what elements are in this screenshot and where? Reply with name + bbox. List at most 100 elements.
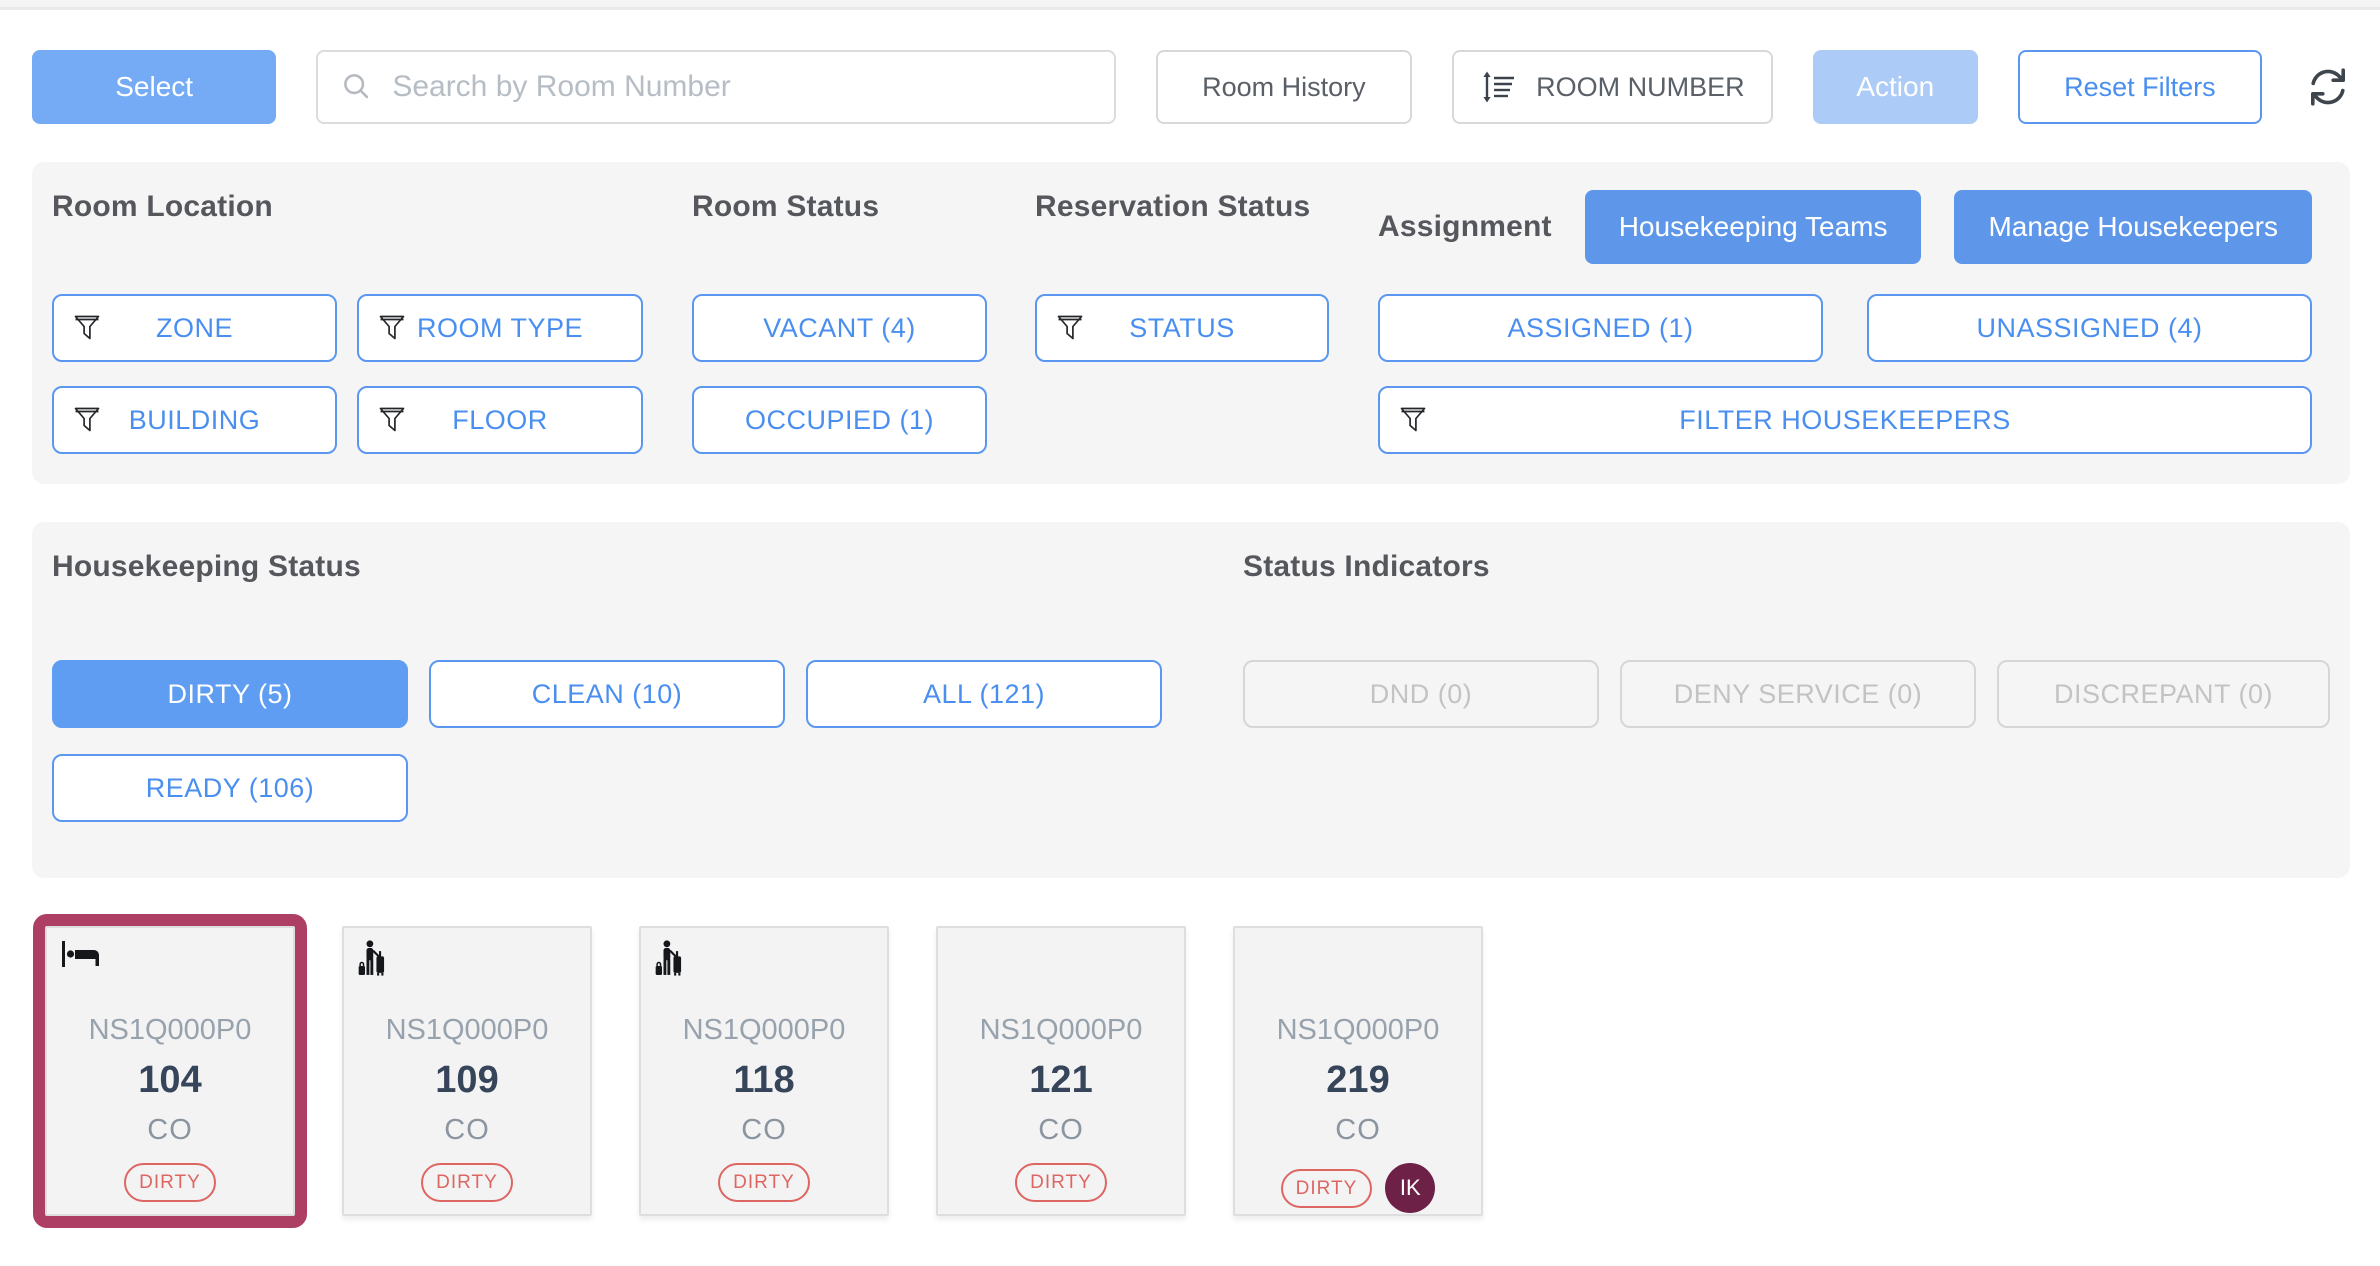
all-filter-button[interactable]: ALL (121) [806,660,1162,728]
status-filter-button[interactable]: STATUS [1035,294,1329,362]
ready-filter-button[interactable]: READY (106) [52,754,408,822]
housekeeper-initials-badge[interactable]: IK [1385,1163,1436,1213]
reservation-status-code: CO [1335,1114,1381,1146]
ready-filter-label: READY (106) [145,772,315,803]
room-number: 118 [733,1059,795,1101]
room-card-219[interactable]: NS1Q000P0 219 CO DIRTY IK [1233,926,1483,1216]
clean-filter-button[interactable]: CLEAN (10) [429,660,785,728]
funnel-icon [1400,407,1426,432]
top-divider [0,0,2380,10]
room-property-code: NS1Q000P0 [385,1014,549,1046]
vacant-filter-label: VACANT (4) [763,312,916,343]
funnel-icon [379,315,405,340]
deny-service-filter-button[interactable]: DENY SERVICE (0) [1620,660,1976,728]
deny-service-filter-label: DENY SERVICE (0) [1673,678,1923,709]
reservation-status-code: CO [444,1114,490,1146]
zone-filter-button[interactable]: ZONE [52,294,337,362]
reservation-status-code: CO [1038,1114,1084,1146]
discrepant-filter-label: DISCREPANT (0) [2053,678,2274,709]
status-filter-label: STATUS [1129,312,1235,343]
room-type-filter-button[interactable]: ROOM TYPE [357,294,643,362]
sort-label: ROOM NUMBER [1536,71,1745,102]
search-icon [344,74,369,99]
refresh-icon [2311,68,2346,106]
dirty-status-badge: DIRTY [1280,1168,1373,1208]
housekeeping-teams-button[interactable]: Housekeeping Teams [1584,190,1922,264]
dirty-status-badge: DIRTY [1015,1163,1107,1202]
dnd-filter-button[interactable]: DND (0) [1243,660,1599,728]
dirty-filter-label: DIRTY (5) [167,678,293,709]
all-filter-label: ALL (121) [922,678,1046,709]
funnel-icon [74,315,100,340]
room-location-section: Room Location ZONE ROOM TYPE [52,190,692,454]
status-indicators-title: Status Indicators [1243,550,1490,583]
filter-housekeepers-button[interactable]: FILTER HOUSEKEEPERS [1378,386,2312,454]
housekeeping-status-section: Housekeeping Status DIRTY (5) CLEAN (10)… [52,550,1243,848]
room-property-code: NS1Q000P0 [88,1014,252,1046]
room-status-section: Room Status VACANT (4) OCCUPIED (1) [692,190,1035,454]
dirty-status-badge: DIRTY [421,1163,513,1202]
guest-with-luggage-icon [655,940,682,976]
reservation-status-code: CO [741,1114,787,1146]
filter-housekeepers-label: FILTER HOUSEKEEPERS [1679,404,2011,435]
sort-icon [1483,71,1515,103]
dirty-status-badge: DIRTY [124,1163,216,1202]
dirty-filter-button[interactable]: DIRTY (5) [52,660,408,728]
reset-filters-button[interactable]: Reset Filters [2017,50,2263,124]
room-number: 219 [1326,1059,1390,1101]
room-number: 121 [1029,1059,1093,1101]
unassigned-filter-button[interactable]: UNASSIGNED (4) [1867,294,2312,362]
room-card-121[interactable]: NS1Q000P0 121 CO DIRTY [936,926,1186,1216]
building-filter-button[interactable]: BUILDING [52,386,337,454]
status-panel: Housekeeping Status DIRTY (5) CLEAN (10)… [32,522,2350,878]
guest-with-luggage-icon [358,940,385,976]
toolbar: Select Room History ROOM NUMBER Action R… [32,50,2352,124]
occupied-filter-button[interactable]: OCCUPIED (1) [692,386,987,454]
room-history-button[interactable]: Room History [1155,50,1413,124]
room-type-filter-label: ROOM TYPE [416,312,584,343]
reservation-status-section: Reservation Status STATUS [1035,190,1378,454]
vacant-filter-button[interactable]: VACANT (4) [692,294,987,362]
bed-icon [62,941,99,967]
reservation-status-code: CO [147,1114,193,1146]
funnel-icon [379,407,405,432]
unassigned-filter-label: UNASSIGNED (4) [1976,312,2203,343]
refresh-button[interactable] [2304,63,2352,111]
filters-panel: Room Location ZONE ROOM TYPE [32,162,2350,484]
search-box[interactable] [316,50,1116,124]
dnd-filter-label: DND (0) [1369,678,1473,709]
status-indicators-section: Status Indicators DND (0) DENY SERVICE (… [1243,550,2330,848]
assigned-filter-button[interactable]: ASSIGNED (1) [1378,294,1823,362]
select-button[interactable]: Select [32,50,277,124]
funnel-icon [1057,315,1083,340]
reservation-status-title: Reservation Status [1035,190,1311,223]
housekeeping-status-title: Housekeeping Status [52,550,361,583]
action-button[interactable]: Action [1812,50,1978,124]
zone-filter-label: ZONE [155,312,233,343]
assigned-filter-label: ASSIGNED (1) [1507,312,1694,343]
room-card-grid: NS1Q000P0 104 CO DIRTY NS1Q000P0 109 CO … [33,914,2380,1228]
room-card-118[interactable]: NS1Q000P0 118 CO DIRTY [639,926,889,1216]
room-status-title: Room Status [692,190,880,223]
room-property-code: NS1Q000P0 [682,1014,846,1046]
room-location-title: Room Location [52,190,273,223]
sort-button[interactable]: ROOM NUMBER [1452,50,1773,124]
discrepant-filter-button[interactable]: DISCREPANT (0) [1997,660,2330,728]
dirty-status-badge: DIRTY [718,1163,810,1202]
floor-filter-button[interactable]: FLOOR [357,386,643,454]
search-input[interactable] [390,69,1102,105]
clean-filter-label: CLEAN (10) [531,678,683,709]
assignment-title: Assignment [1378,210,1552,243]
room-number: 109 [435,1059,499,1101]
room-property-code: NS1Q000P0 [979,1014,1143,1046]
assignment-section: Assignment Housekeeping Teams Manage Hou… [1378,190,2330,454]
funnel-icon [74,407,100,432]
occupied-filter-label: OCCUPIED (1) [744,404,934,435]
room-property-code: NS1Q000P0 [1276,1014,1440,1046]
room-card-109[interactable]: NS1Q000P0 109 CO DIRTY [342,926,592,1216]
building-filter-label: BUILDING [128,404,261,435]
room-card-104[interactable]: NS1Q000P0 104 CO DIRTY [33,914,307,1228]
manage-housekeepers-button[interactable]: Manage Housekeepers [1954,190,2312,264]
floor-filter-label: FLOOR [452,404,548,435]
room-number: 104 [138,1059,202,1101]
